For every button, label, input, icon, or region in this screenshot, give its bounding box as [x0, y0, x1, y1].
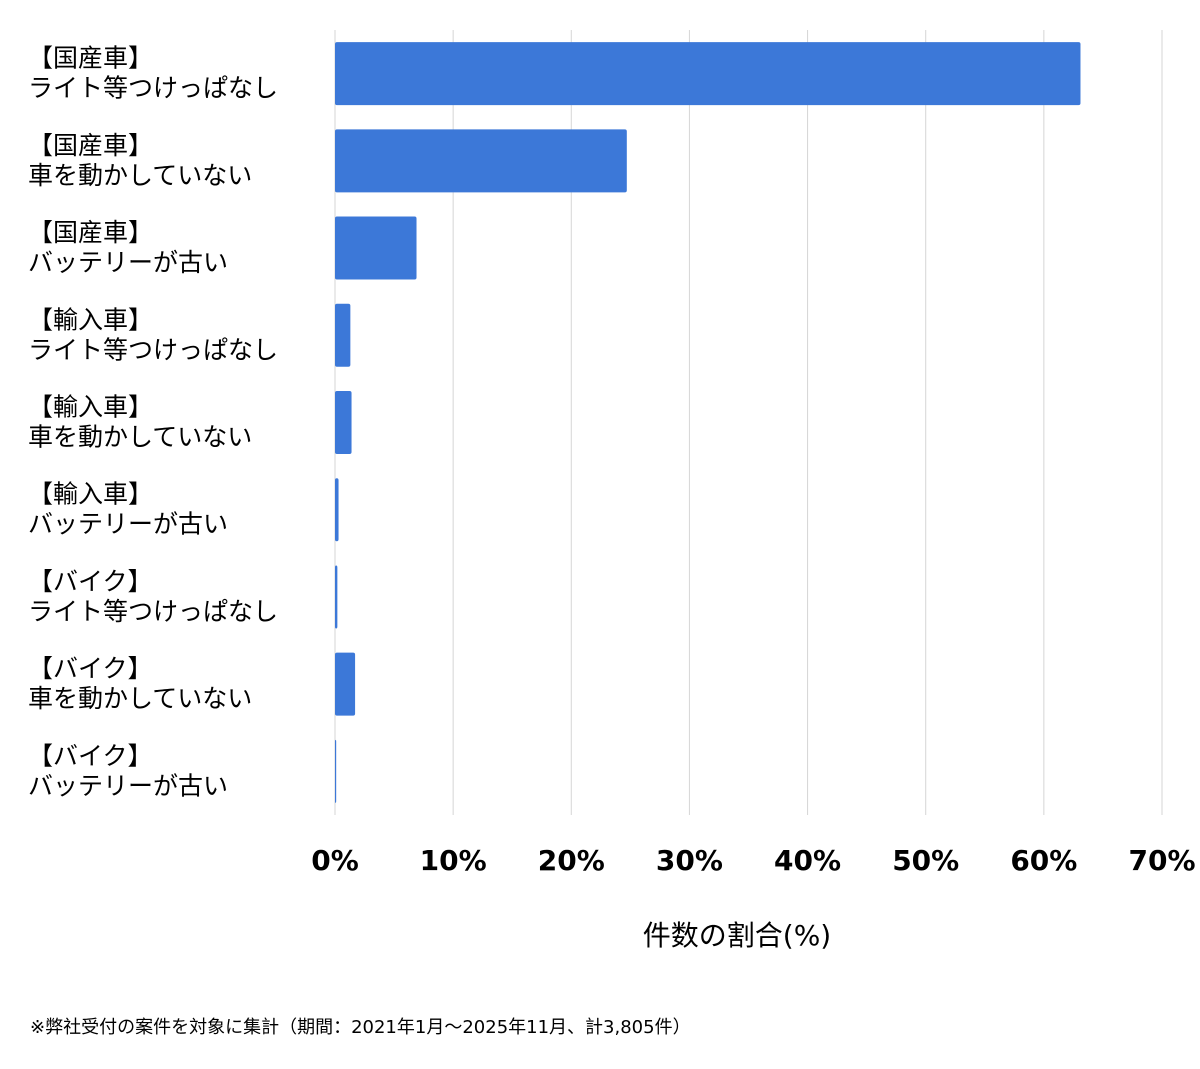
bar: [335, 216, 417, 280]
y-tick-label: バッテリーが古い: [28, 248, 228, 277]
x-axis-title: 件数の割合(%): [643, 919, 831, 952]
footnote: ※弊社受付の案件を対象に集計（期間：2021年1月〜2025年11月、計3,80…: [30, 1017, 691, 1038]
x-tick-label: 50%: [892, 844, 959, 877]
bar: [335, 391, 352, 454]
y-tick-label: 【国産車】: [28, 44, 153, 73]
y-tick-label: 車を動かしていない: [28, 684, 252, 713]
bar: [335, 652, 356, 716]
y-tick-label: ライト等つけっぱなし: [28, 74, 278, 103]
y-tick-label: 【バイク】: [28, 741, 153, 770]
y-tick-label: 車を動かしていない: [28, 423, 252, 452]
bar: [335, 303, 351, 367]
y-tick-label: 【国産車】: [28, 218, 153, 247]
y-tick-label: バッテリーが古い: [28, 771, 228, 800]
x-tick-label: 0%: [311, 844, 359, 877]
bar: [335, 129, 627, 193]
y-tick-label: 車を動かしていない: [28, 161, 252, 190]
y-tick-label: バッテリーが古い: [28, 510, 228, 539]
bar: [335, 478, 339, 542]
x-tick-label: 40%: [774, 844, 841, 877]
y-tick-label: 【バイク】: [28, 567, 153, 596]
y-tick-label: 【バイク】: [28, 654, 153, 683]
y-tick-label: 【輸入車】: [28, 305, 153, 334]
x-tick-label: 60%: [1010, 844, 1077, 877]
y-tick-label: 【輸入車】: [28, 393, 153, 422]
y-tick-label: ライト等つけっぱなし: [28, 335, 278, 364]
x-tick-label: 20%: [538, 844, 605, 877]
bar: [335, 739, 337, 803]
x-tick-label: 70%: [1128, 844, 1195, 877]
x-tick-label: 30%: [656, 844, 723, 877]
y-tick-label: ライト等つけっぱなし: [28, 597, 278, 626]
bar: [335, 565, 338, 629]
y-tick-label: 【輸入車】: [28, 480, 153, 509]
y-tick-label: 【国産車】: [28, 131, 153, 160]
bar: [335, 42, 1081, 106]
x-tick-label: 10%: [420, 844, 487, 877]
